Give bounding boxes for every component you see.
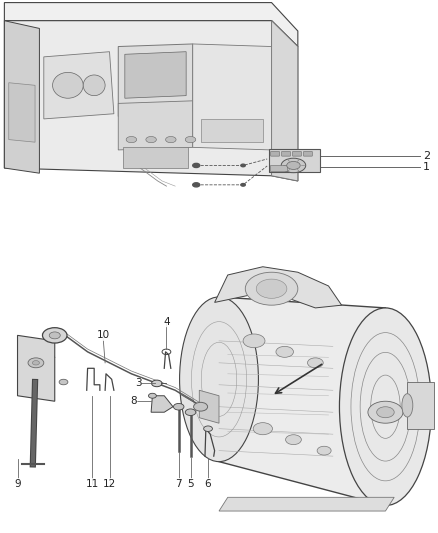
Ellipse shape (180, 297, 258, 462)
FancyBboxPatch shape (282, 151, 290, 156)
Text: 8: 8 (130, 396, 137, 406)
Circle shape (185, 136, 196, 143)
Circle shape (286, 435, 301, 445)
Circle shape (204, 426, 212, 431)
Polygon shape (18, 335, 55, 401)
Circle shape (193, 164, 200, 167)
Ellipse shape (83, 75, 105, 95)
Text: 11: 11 (85, 479, 99, 489)
Circle shape (146, 136, 156, 143)
Circle shape (253, 423, 272, 435)
Circle shape (185, 409, 196, 416)
Circle shape (152, 380, 162, 387)
Polygon shape (407, 382, 434, 429)
Circle shape (307, 358, 323, 368)
Circle shape (42, 328, 67, 343)
Text: 7: 7 (175, 479, 182, 489)
Circle shape (166, 136, 176, 143)
Text: 12: 12 (103, 479, 116, 489)
Polygon shape (270, 165, 287, 172)
Circle shape (243, 334, 265, 348)
Circle shape (32, 361, 39, 365)
FancyBboxPatch shape (271, 151, 279, 156)
Circle shape (368, 401, 403, 423)
Polygon shape (272, 21, 298, 181)
Polygon shape (269, 149, 320, 172)
Text: 10: 10 (96, 330, 110, 341)
Text: 9: 9 (14, 479, 21, 489)
Text: 5: 5 (187, 479, 194, 489)
Ellipse shape (53, 72, 83, 98)
Circle shape (173, 403, 184, 410)
Text: 2: 2 (423, 151, 430, 161)
Ellipse shape (402, 394, 413, 417)
Circle shape (241, 164, 245, 167)
Ellipse shape (339, 308, 431, 505)
Polygon shape (123, 147, 188, 168)
Polygon shape (4, 21, 298, 181)
Circle shape (126, 136, 137, 143)
Polygon shape (215, 266, 342, 308)
Text: 3: 3 (134, 378, 141, 389)
Polygon shape (9, 83, 35, 142)
Polygon shape (118, 44, 193, 116)
Circle shape (287, 161, 300, 169)
Circle shape (281, 158, 306, 173)
Circle shape (377, 407, 394, 418)
Circle shape (193, 183, 200, 187)
Circle shape (256, 279, 287, 298)
Polygon shape (151, 395, 173, 412)
Polygon shape (199, 390, 219, 423)
Circle shape (245, 272, 298, 305)
Polygon shape (4, 21, 39, 173)
Circle shape (194, 402, 208, 411)
Text: 6: 6 (205, 479, 212, 489)
Circle shape (28, 358, 44, 368)
Polygon shape (219, 497, 394, 511)
Circle shape (241, 183, 245, 186)
Polygon shape (44, 52, 114, 119)
Text: 4: 4 (163, 317, 170, 327)
Polygon shape (4, 3, 298, 46)
Circle shape (276, 346, 293, 357)
Polygon shape (193, 44, 272, 150)
Polygon shape (219, 297, 385, 505)
Circle shape (49, 332, 60, 339)
Circle shape (148, 393, 156, 398)
Polygon shape (201, 119, 263, 142)
Circle shape (317, 446, 331, 455)
Text: 1: 1 (423, 161, 430, 172)
Polygon shape (125, 52, 186, 98)
FancyBboxPatch shape (304, 151, 312, 156)
Polygon shape (118, 101, 193, 150)
Circle shape (59, 379, 68, 385)
FancyBboxPatch shape (293, 151, 301, 156)
